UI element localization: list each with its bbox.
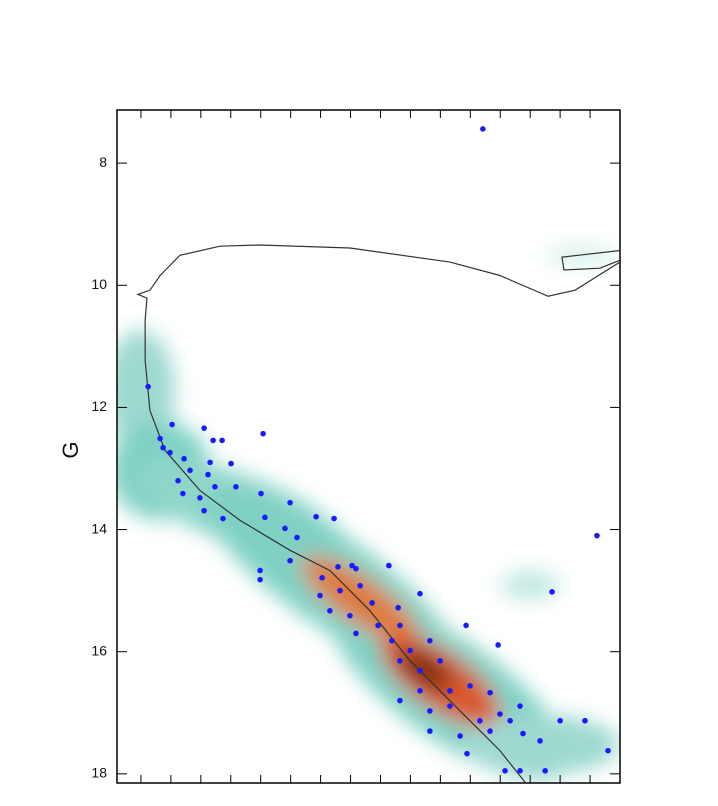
- star-point: [417, 667, 423, 674]
- star-point: [337, 587, 343, 594]
- star-point: [437, 658, 443, 664]
- star-point: [157, 435, 163, 442]
- star-point: [175, 477, 181, 484]
- star-point: [313, 513, 319, 520]
- star-point: [257, 567, 263, 574]
- star-point: [487, 728, 493, 734]
- star-point: [582, 717, 588, 724]
- star-point: [169, 421, 175, 428]
- star-point: [369, 600, 375, 606]
- star-point: [477, 717, 483, 724]
- star-point: [375, 622, 381, 629]
- star-point: [187, 467, 193, 474]
- density-background: [117, 247, 620, 781]
- star-point: [427, 637, 433, 644]
- star-point: [257, 576, 263, 583]
- star-point: [487, 689, 493, 696]
- star-point: [212, 484, 218, 490]
- star-point: [467, 683, 473, 689]
- star-point: [447, 703, 453, 709]
- y-tick-label: 14: [91, 520, 107, 536]
- star-point: [145, 383, 151, 390]
- star-point: [427, 728, 433, 734]
- star-point: [520, 730, 526, 737]
- star-point: [417, 590, 423, 597]
- star-point: [557, 717, 563, 724]
- star-point: [327, 607, 333, 614]
- star-point: [331, 515, 337, 522]
- star-point: [507, 717, 513, 724]
- star-point: [389, 637, 395, 644]
- star-point: [457, 733, 463, 739]
- star-point: [464, 750, 470, 757]
- star-point: [167, 449, 173, 456]
- y-tick-label: 18: [91, 765, 107, 781]
- star-point: [233, 484, 239, 490]
- star-point: [495, 642, 501, 648]
- star-point: [349, 562, 355, 569]
- star-point: [219, 437, 225, 444]
- star-point: [205, 471, 211, 478]
- star-point: [594, 532, 600, 539]
- star-point: [480, 126, 486, 132]
- star-point: [210, 437, 216, 444]
- star-point: [282, 525, 288, 532]
- star-point: [417, 687, 423, 694]
- y-tick-label: 8: [99, 154, 107, 170]
- star-point: [397, 658, 403, 664]
- star-point: [160, 444, 166, 451]
- plot-area: [136, 126, 620, 783]
- star-point: [294, 534, 300, 541]
- star-point: [386, 562, 392, 569]
- star-point: [317, 592, 323, 599]
- star-point: [262, 514, 268, 521]
- star-point: [502, 767, 508, 774]
- plot-frame: [116, 109, 621, 784]
- y-axis-label: G: [58, 441, 83, 458]
- star-point: [463, 622, 469, 629]
- y-tick-label: 10: [91, 276, 107, 292]
- star-point: [181, 455, 187, 462]
- star-point: [180, 490, 186, 497]
- star-point: [347, 612, 353, 619]
- star-point: [287, 499, 293, 506]
- star-point: [407, 647, 413, 654]
- star-point: [258, 490, 264, 497]
- star-point: [517, 767, 523, 774]
- y-tick-label: 12: [91, 398, 107, 414]
- star-point: [549, 589, 555, 595]
- star-point: [395, 604, 401, 611]
- star-point: [260, 430, 266, 437]
- star-point: [497, 711, 503, 717]
- star-point: [287, 557, 293, 564]
- star-point: [427, 708, 433, 714]
- star-point: [605, 747, 611, 754]
- star-point: [220, 515, 226, 522]
- star-point: [335, 564, 341, 570]
- star-point: [357, 582, 363, 589]
- star-point: [397, 622, 403, 629]
- star-point: [197, 494, 203, 501]
- star-point: [319, 575, 325, 581]
- star-point: [397, 697, 403, 704]
- star-point: [517, 703, 523, 709]
- star-point: [542, 767, 548, 774]
- y-tick-label: 16: [91, 642, 107, 658]
- isochrone: [136, 244, 620, 783]
- star-point: [447, 687, 453, 694]
- star-point: [201, 425, 207, 431]
- star-point: [201, 507, 207, 514]
- star-point: [537, 738, 543, 744]
- star-point: [353, 565, 359, 572]
- star-point: [353, 630, 359, 637]
- star-point: [228, 460, 234, 467]
- star-point: [207, 459, 213, 466]
